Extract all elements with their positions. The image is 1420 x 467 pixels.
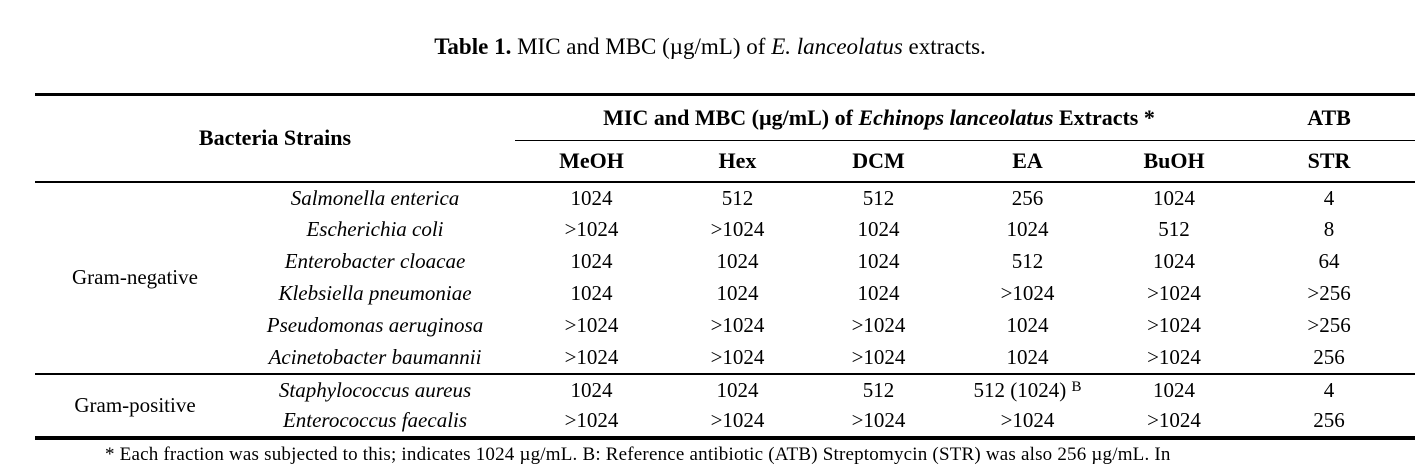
value-cell: 1024 — [716, 249, 759, 273]
value-cell: >1024 — [564, 313, 619, 337]
value-cell: 1024 — [716, 377, 759, 402]
column-header-buoh: BuOH — [1105, 140, 1244, 183]
table-row: Klebsiella pneumoniae 1024 1024 1024 >1024 >1… — [35, 278, 1415, 310]
species-name: Escherichia coli — [306, 217, 444, 241]
value-cell: >1024 — [668, 341, 807, 375]
table-row: Acinetobacter baumannii >1024 >1024 >1024 10… — [35, 341, 1416, 375]
column-header-extracts: MIC and MBC (µg/mL) of Echinops lanceola… — [515, 94, 1244, 141]
table-row: Enterococcus faecalis >1024 >1024 >1024 >102… — [35, 406, 1415, 438]
extracts-header-post: Extracts * — [1053, 105, 1155, 130]
value-cell: >1024 — [1000, 281, 1055, 305]
value-cell: 512 — [1158, 217, 1190, 241]
value-cell: 1024 — [570, 281, 613, 305]
value-cell: >1024 — [564, 217, 619, 241]
value-cell: 1024 — [716, 281, 759, 305]
species-name: Salmonella enterica — [290, 185, 460, 210]
column-header-ea: EA — [950, 140, 1105, 183]
table-caption-text: MIC and MBC (µg/mL) of — [511, 34, 772, 59]
value-cell: 1024 — [1153, 185, 1196, 210]
value-cell: 512 — [1011, 249, 1044, 273]
extracts-header-pre: MIC and MBC (µg/mL) of — [603, 105, 859, 130]
mic-mbc-table: Bacteria Strains MIC and MBC (µg/mL) of … — [35, 93, 1416, 440]
value-cell: 1024 — [857, 217, 900, 241]
value-cell: 512 (1024) B — [973, 377, 1082, 402]
species-name: Enterobacter cloacae — [284, 249, 466, 273]
header-row-2: MeOH Hex DCM EA BuOH STR — [35, 140, 1416, 183]
value-cell: 1024 — [570, 185, 613, 210]
value-cell: 64 — [1318, 249, 1340, 273]
value-cell: >1024 — [710, 217, 765, 241]
species-name: Pseudomonas aeruginosa — [266, 313, 484, 337]
value-cell: >1024 — [710, 313, 765, 337]
table-body: Gram-negative Salmonella enterica 1024 512 5… — [35, 181, 1416, 438]
table-caption-label: Table 1. — [434, 34, 512, 59]
value-cell: >256 — [1307, 313, 1351, 337]
column-header-atb: ATB — [1243, 94, 1416, 141]
table-caption-end: extracts. — [902, 34, 986, 59]
value-cell: 512 — [862, 377, 895, 402]
table-row: Enterobacter cloacae 1024 1024 1024 512 1024 6… — [35, 246, 1415, 278]
column-header-bacteria-strains: Bacteria Strains — [35, 94, 515, 183]
header-row-1: Bacteria Strains MIC and MBC (µg/mL) of … — [35, 94, 1416, 183]
species-name: Acinetobacter baumannii — [235, 341, 515, 375]
value-cell: >1024 — [564, 408, 619, 432]
value-cell: 1024 — [1006, 313, 1049, 337]
species-name: Staphylococcus aureus — [278, 377, 472, 402]
value-cell: 256 — [1313, 408, 1345, 432]
value-cell: >1024 — [710, 408, 765, 432]
group-label: Gram-negative — [35, 181, 235, 375]
value-cell: >1024 — [851, 408, 906, 432]
value-cell: 256 — [1243, 341, 1416, 375]
value-cell: 1024 — [857, 249, 900, 273]
value-cell: >1024 — [1147, 408, 1201, 432]
value-cell: 512 — [721, 185, 754, 210]
value-cell: >1024 — [515, 341, 668, 375]
value-cell: >1024 — [851, 313, 906, 337]
value-cell: 1024 — [570, 249, 613, 273]
value-cell: >1024 — [1147, 313, 1201, 337]
value-cell: >1024 — [807, 341, 950, 375]
superscript-marker: B — [1071, 378, 1082, 395]
value-cell: 1024 — [1153, 249, 1196, 273]
value-cell: 4 — [1323, 377, 1335, 402]
table-footnote: * Each fraction was subjected to this; i… — [105, 443, 1171, 465]
table-row: Gram-positive Staphylococcus aureus 1024 10… — [35, 374, 1415, 417]
value-cell: >1024 — [1105, 341, 1244, 375]
column-header-meoh: MeOH — [515, 140, 668, 183]
table-row: Escherichia coli >1024 >1024 1024 1024 512 8 — [35, 214, 1415, 246]
extracts-header-species: Echinops lanceolatus — [858, 105, 1054, 130]
value-cell: 1024 — [950, 341, 1105, 375]
value-cell: 4 — [1323, 185, 1335, 210]
value-cell: >1024 — [1147, 281, 1201, 305]
value-cell: 1024 — [1006, 217, 1049, 241]
value-cell: 1024 — [1153, 377, 1196, 402]
value-cell: 256 — [1011, 185, 1044, 210]
value-cell: 1024 — [570, 377, 613, 402]
species-name: Klebsiella pneumoniae — [278, 281, 472, 305]
column-header-dcm: DCM — [807, 140, 950, 183]
table-caption: Table 1. MIC and MBC (µg/mL) of E. lance… — [0, 0, 1420, 62]
value-cell: >1024 — [1000, 408, 1055, 432]
species-name: Enterococcus faecalis — [282, 408, 468, 432]
group-label: Gram-positive — [74, 392, 196, 417]
column-header-hex: Hex — [668, 140, 807, 183]
table-row: Gram-negative Salmonella enterica 1024 512 5… — [35, 181, 1415, 375]
column-header-str: STR — [1243, 140, 1416, 183]
value-cell: 512 — [862, 185, 895, 210]
value-cell: 8 — [1323, 217, 1335, 241]
table-row: Pseudomonas aeruginosa >1024 >1024 >1024 102… — [35, 310, 1415, 342]
value-cell: >256 — [1307, 281, 1351, 305]
table-caption-species: E. lanceolatus — [771, 34, 903, 59]
value-cell: 1024 — [857, 281, 900, 305]
